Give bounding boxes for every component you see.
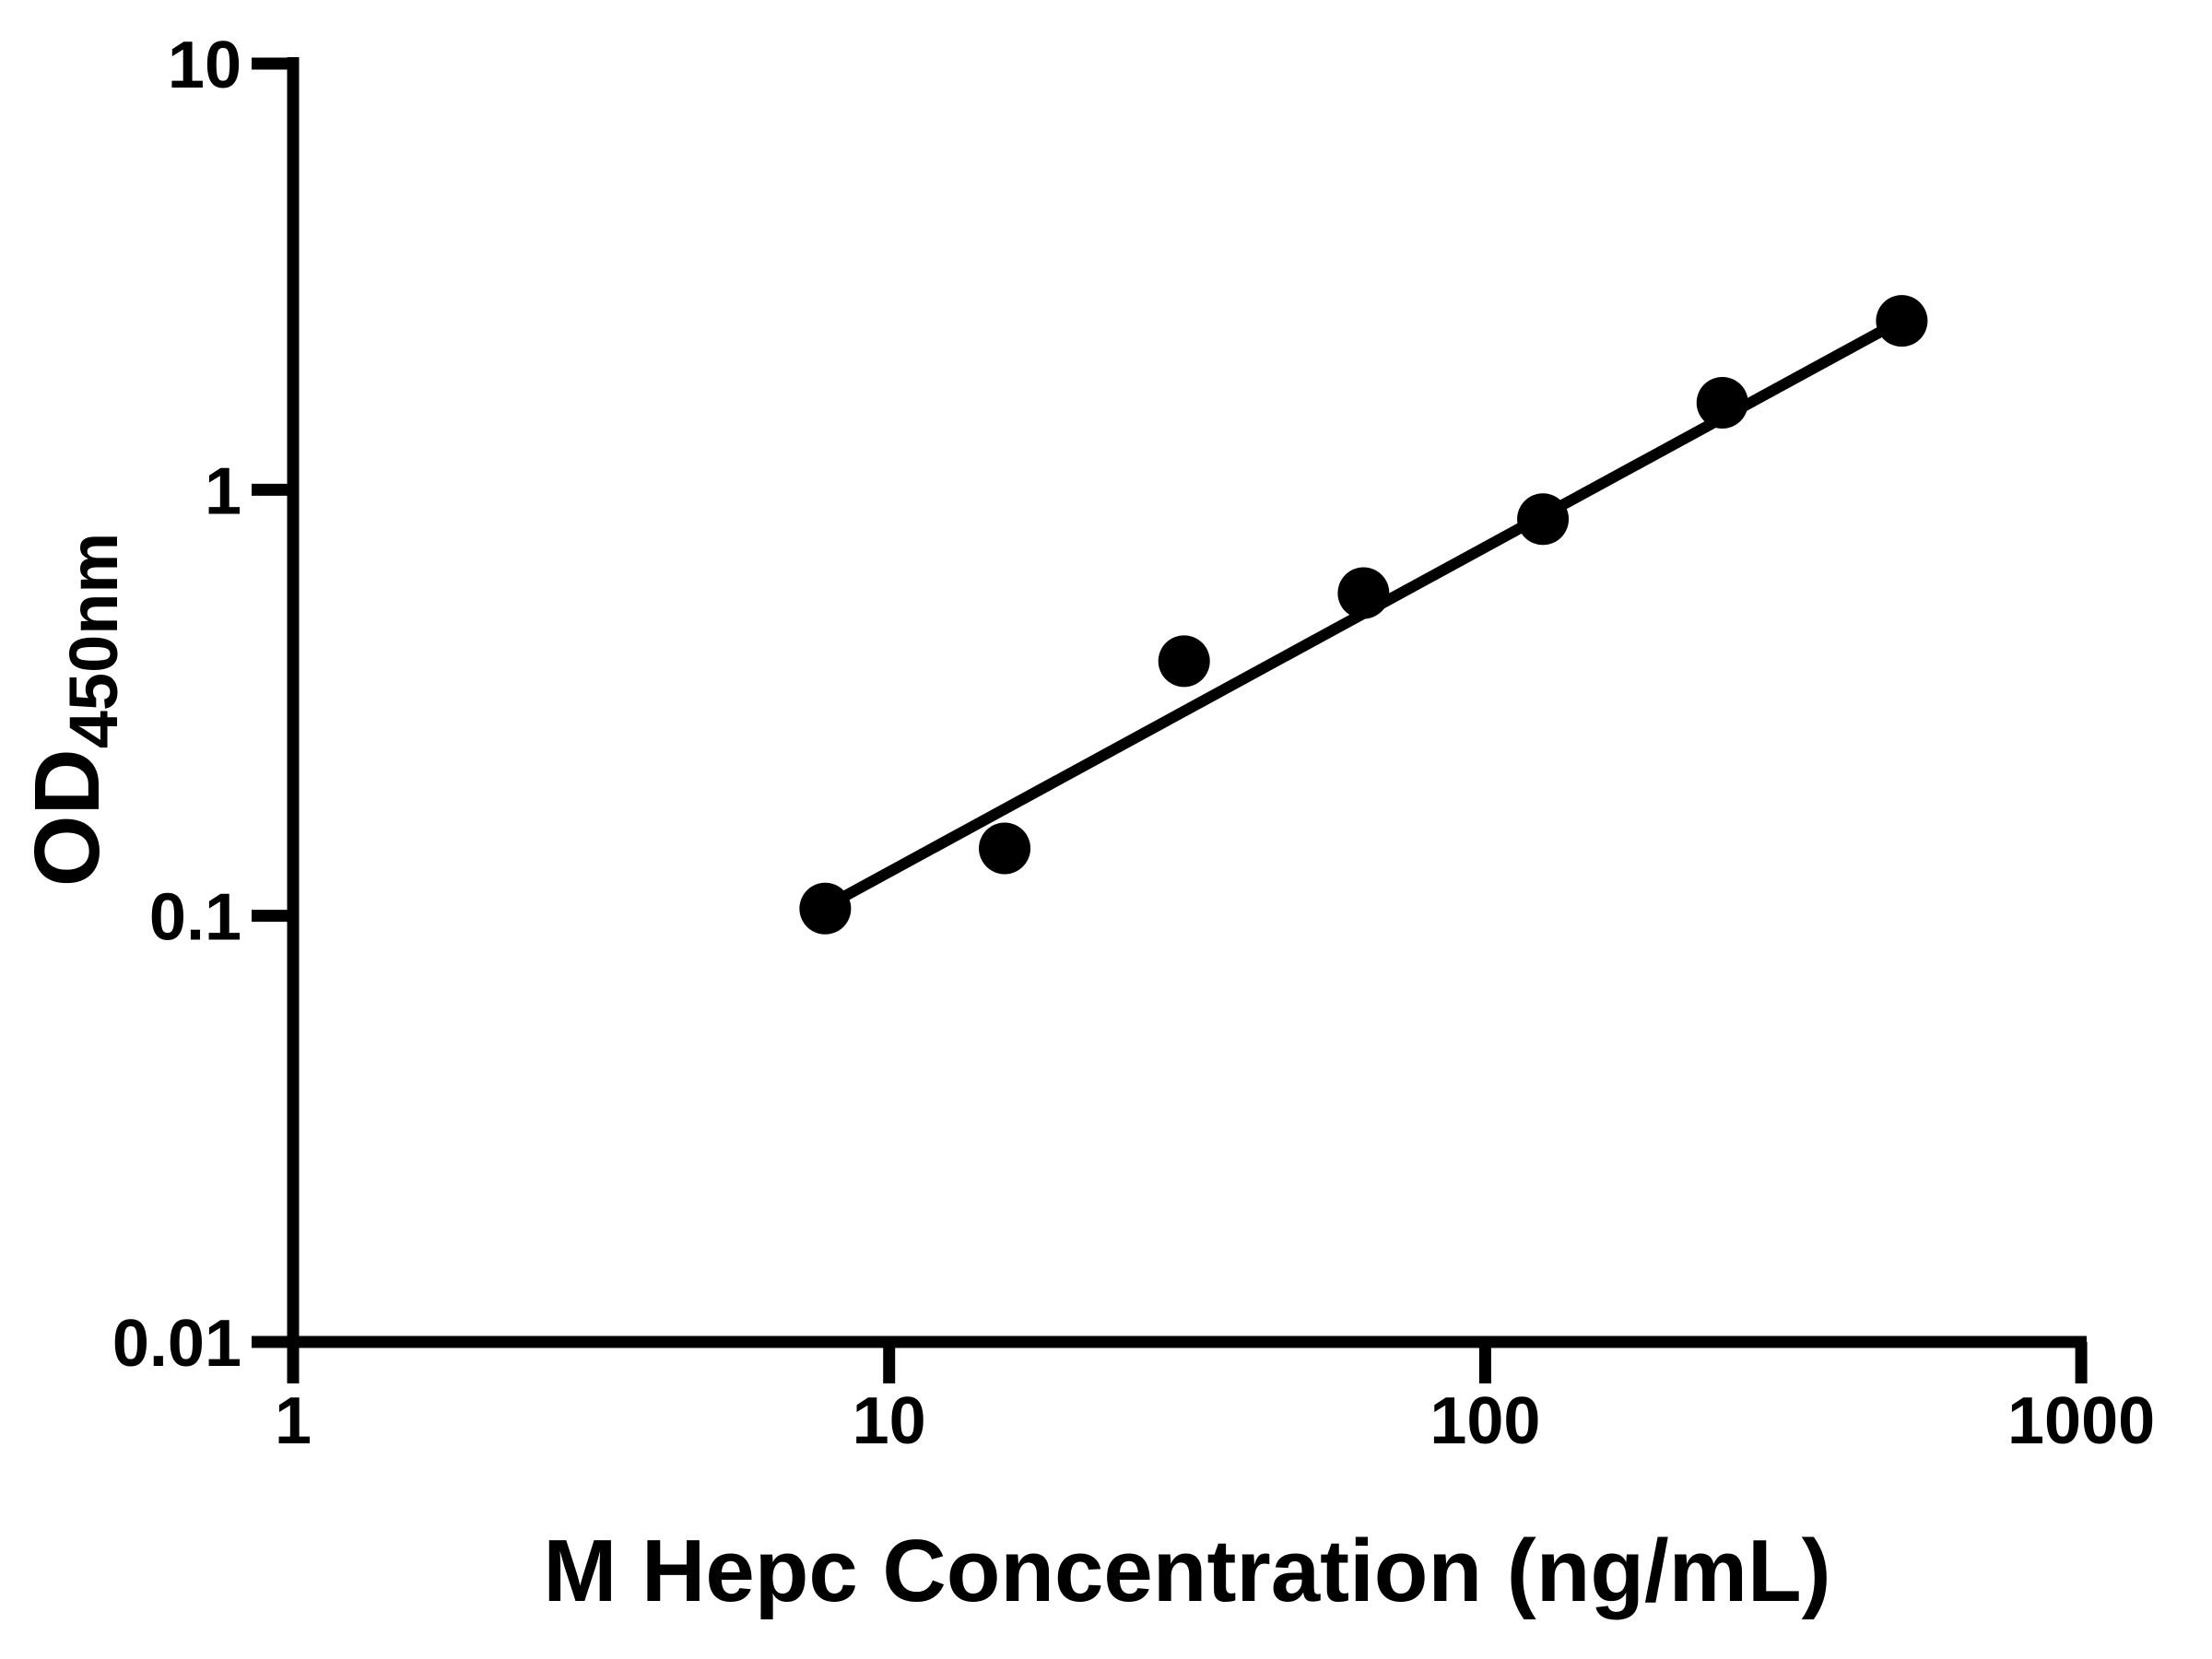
x-tick-label: 1 bbox=[275, 1384, 312, 1458]
tick-label-layer: 1 10 100 1000 10 1 0.1 0.01 bbox=[112, 29, 2155, 1458]
data-point bbox=[799, 882, 852, 935]
data-point bbox=[1696, 376, 1748, 429]
data-points-layer bbox=[799, 295, 1928, 935]
y-tick-label: 1 bbox=[205, 454, 241, 528]
y-tick-label: 0.1 bbox=[149, 881, 241, 955]
y-axis-title-subscript: 450nm bbox=[55, 532, 132, 749]
y-axis-title: OD450nm bbox=[15, 533, 133, 887]
x-tick-label: 1000 bbox=[2007, 1384, 2155, 1458]
y-axis-title-base: OD bbox=[16, 748, 119, 888]
data-point bbox=[1337, 567, 1390, 619]
x-axis-title: M Hepc Concentration (ng/mL) bbox=[543, 1522, 1831, 1620]
axes-layer bbox=[287, 57, 2087, 1348]
x-tick-label: 10 bbox=[853, 1384, 926, 1458]
data-point bbox=[1517, 493, 1570, 546]
x-tick-label: 100 bbox=[1430, 1384, 1540, 1458]
y-tick-label: 0.01 bbox=[112, 1307, 241, 1381]
tick-layer bbox=[252, 57, 2088, 1383]
data-point bbox=[1876, 295, 1928, 347]
data-point bbox=[979, 822, 1031, 875]
data-point bbox=[1158, 635, 1210, 688]
y-tick-label: 10 bbox=[168, 29, 241, 102]
